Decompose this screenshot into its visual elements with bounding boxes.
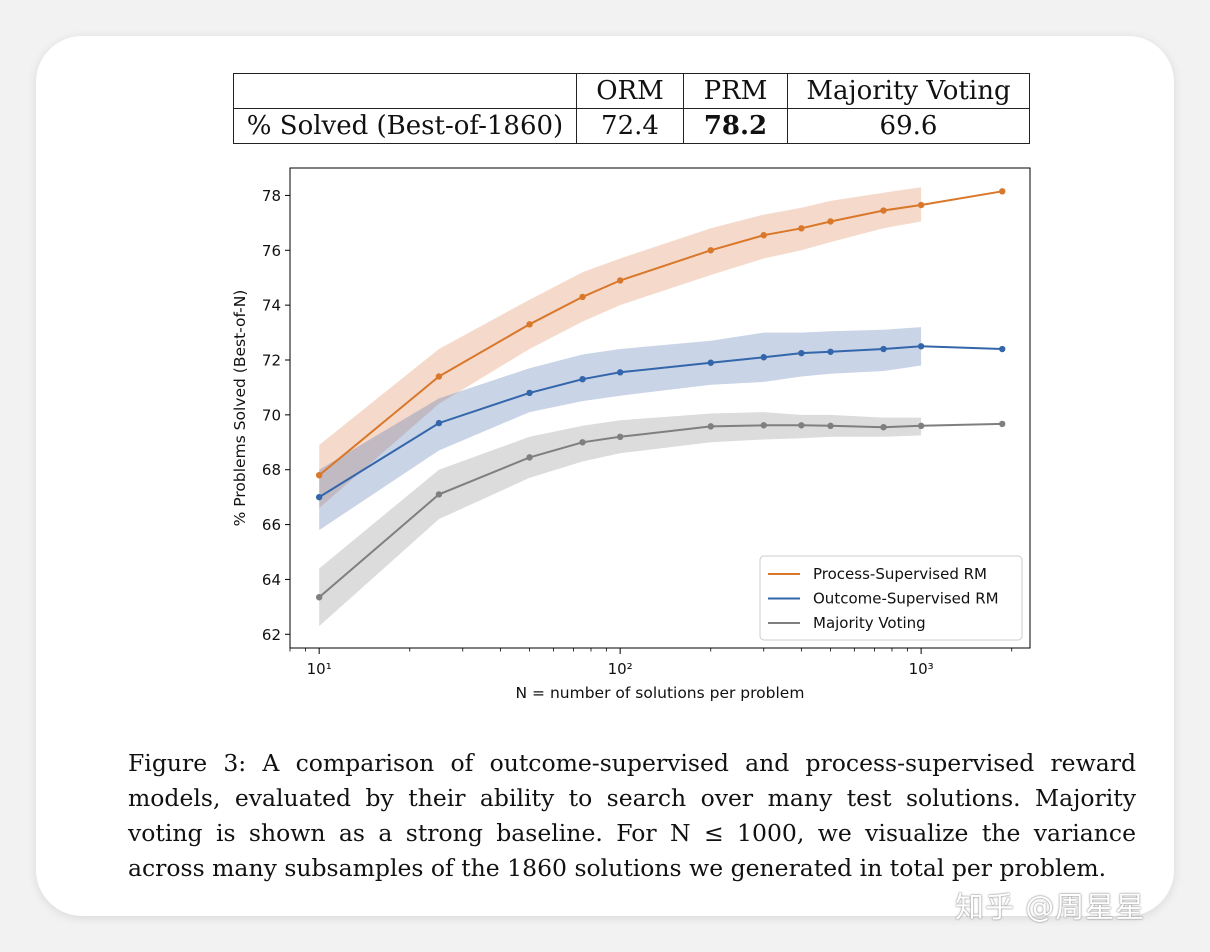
y-tick-label: 70: [262, 406, 281, 424]
results-table: ORM PRM Majority Voting % Solved (Best-o…: [233, 73, 1030, 144]
point-series-2: [880, 424, 887, 431]
point-series-2: [526, 454, 533, 461]
figure-caption: Figure 3: A comparison of outcome-superv…: [128, 749, 1136, 882]
y-tick-label: 68: [262, 461, 281, 479]
point-series-2: [917, 422, 925, 430]
value-majority-voting: 69.6: [787, 108, 1030, 144]
series-points: [315, 188, 1006, 601]
point-series-1: [827, 348, 834, 355]
point-series-0: [760, 232, 767, 239]
point-series-2: [707, 423, 714, 430]
point-series-1: [526, 389, 533, 397]
point-series-1: [579, 376, 586, 383]
band-series-2: [319, 412, 922, 627]
plot-frame: [289, 167, 1031, 649]
line-series-0: [318, 190, 1003, 476]
legend-label: Majority Voting: [813, 614, 926, 632]
point-series-1: [880, 345, 887, 353]
point-series-0: [526, 321, 533, 328]
watermark: 知乎 @周星星: [955, 890, 1146, 924]
point-series-2: [760, 422, 767, 429]
value-prm: 78.2: [683, 108, 788, 144]
y-tick-label: 74: [262, 297, 281, 315]
point-series-1: [917, 343, 925, 350]
y-tick-label: 66: [262, 516, 281, 534]
y-tick-label: 78: [262, 187, 281, 205]
band-series-1: [319, 327, 922, 531]
value-orm: 72.4: [576, 108, 684, 144]
y-tick-label: 62: [262, 626, 281, 644]
point-series-0: [880, 207, 887, 214]
point-series-0: [999, 188, 1006, 195]
point-series-0: [579, 293, 586, 301]
legend-label: Process-Supervised RM: [813, 565, 987, 583]
header-majority-voting: Majority Voting: [787, 73, 1030, 109]
x-tick-label: 10²: [608, 660, 633, 678]
point-series-2: [827, 422, 834, 430]
chart-legend: Process-Supervised RM Outcome-Supervised …: [759, 555, 1023, 641]
band-series-0: [319, 187, 922, 509]
point-series-0: [616, 277, 624, 284]
x-axis-label: N = number of solutions per problem: [516, 684, 805, 702]
header-orm: ORM: [576, 73, 684, 109]
y-tick-label: 76: [262, 242, 281, 260]
point-series-2: [616, 433, 624, 440]
row-label: % Solved (Best-of-1860): [233, 108, 577, 144]
y-tick-label: 64: [262, 571, 281, 589]
confidence-bands: [319, 187, 922, 627]
figure-card: [36, 36, 1174, 916]
y-axis-label: % Problems Solved (Best-of-N): [231, 290, 249, 527]
point-series-1: [435, 419, 443, 427]
x-axis: 10¹ 10² 10³: [289, 648, 1013, 678]
x-tick-label: 10³: [909, 660, 934, 678]
table-corner-cell: [233, 73, 577, 109]
point-series-1: [707, 359, 714, 366]
point-series-2: [999, 420, 1006, 428]
point-series-0: [798, 225, 805, 232]
point-series-1: [798, 349, 805, 357]
y-axis: 62 64 66 68 70 72 74 76 78: [262, 187, 290, 644]
legend-box: [759, 555, 1023, 641]
line-series-1: [318, 345, 1003, 498]
point-series-2: [579, 439, 586, 446]
line-chart: 62 64 66 68 70 72 74 76 78 10¹ 10² 10³ N = number …: [231, 167, 1031, 702]
table-row: % Solved (Best-of-1860) 72.4 78.2 69.6: [233, 108, 1030, 144]
x-tick-label: 10¹: [307, 660, 332, 678]
point-series-0: [827, 218, 834, 225]
point-series-1: [999, 345, 1006, 353]
point-series-0: [917, 201, 925, 209]
line-series-2: [318, 422, 1003, 599]
point-series-2: [798, 422, 805, 429]
y-tick-label: 72: [262, 352, 281, 370]
point-series-1: [760, 354, 767, 361]
point-series-1: [616, 369, 624, 376]
point-series-2: [435, 491, 443, 498]
header-prm: PRM: [683, 73, 788, 109]
point-series-1: [315, 493, 323, 501]
table-header-row: ORM PRM Majority Voting: [233, 73, 1030, 109]
legend-label: Outcome-Supervised RM: [813, 590, 999, 608]
point-series-0: [435, 373, 443, 380]
point-series-2: [315, 594, 323, 601]
point-series-0: [315, 472, 323, 479]
point-series-0: [707, 247, 714, 254]
series-lines: [318, 190, 1003, 599]
